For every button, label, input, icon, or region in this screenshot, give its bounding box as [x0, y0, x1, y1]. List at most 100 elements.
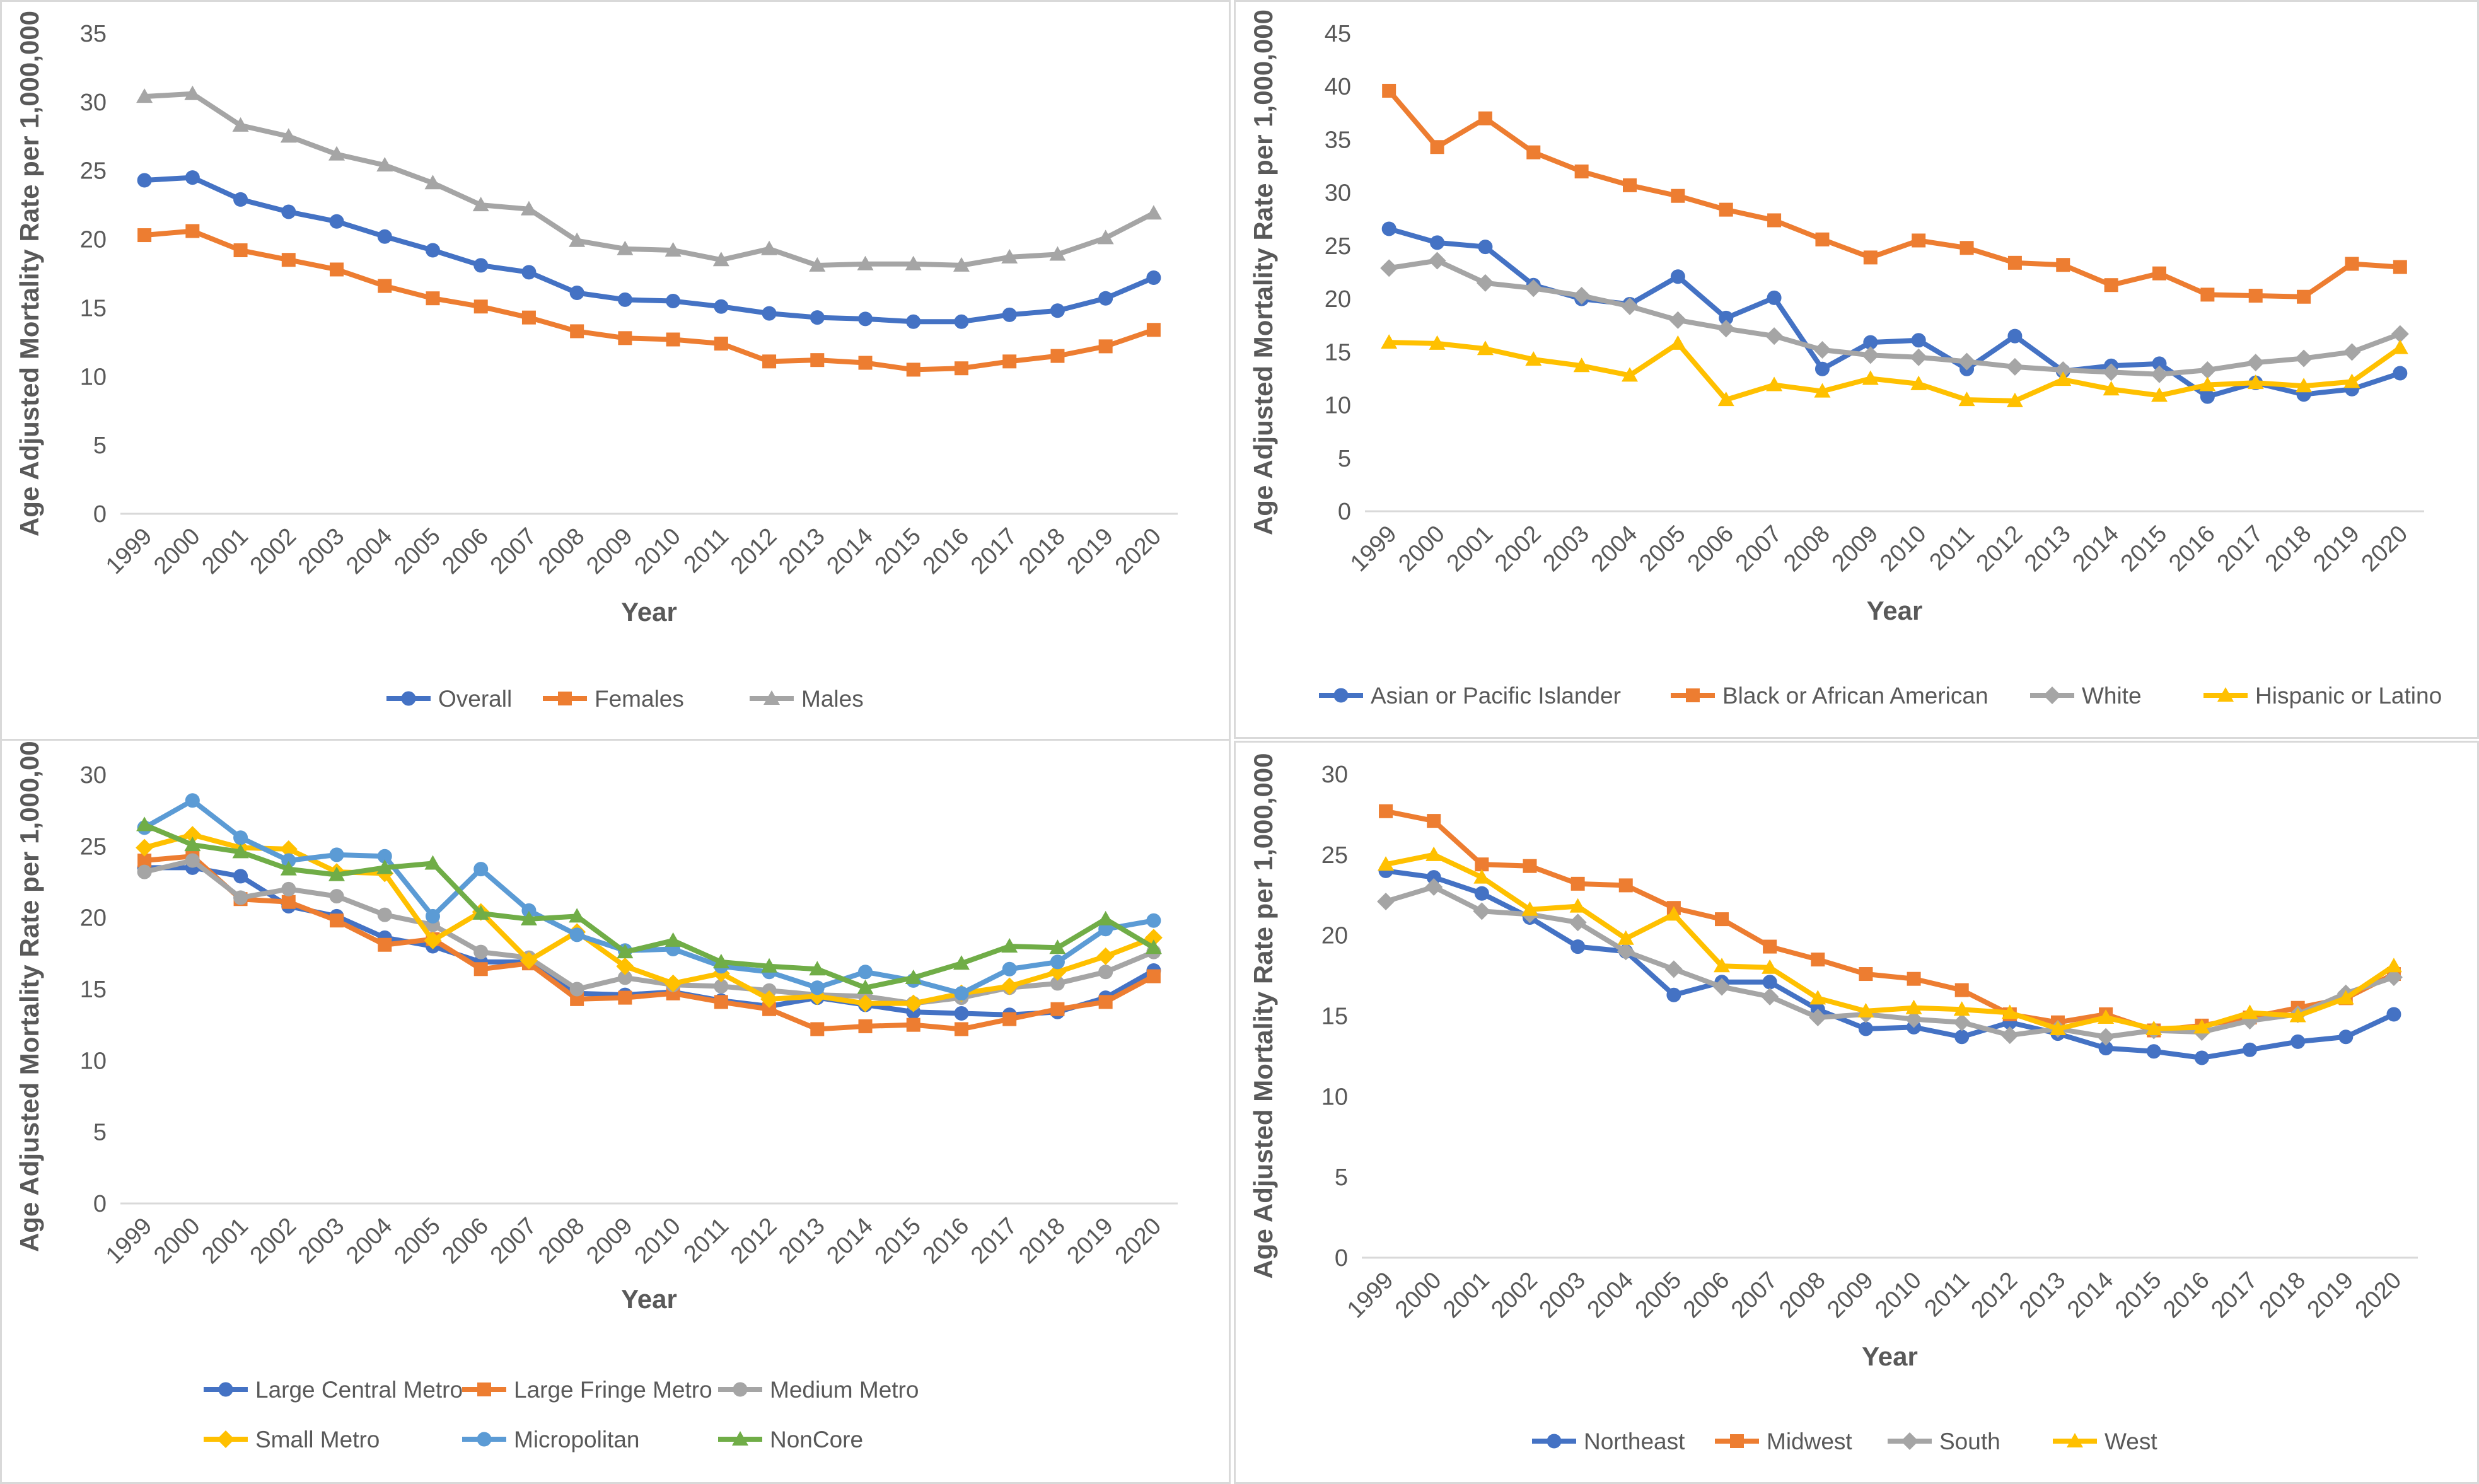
data-point-males — [761, 240, 778, 255]
chart-urbanization: 0 5 10 15 20 25 30 1999200020012002200320042005… — [15, 741, 1178, 1452]
data-point-small-metro — [424, 931, 442, 949]
data-point-small-metro — [760, 990, 779, 1008]
data-point-females — [1050, 349, 1065, 363]
data-point-large-fringe-metro — [954, 1022, 968, 1036]
data-point-large-fringe-metro — [570, 992, 584, 1006]
x-tick-label: 2003 — [293, 1213, 349, 1269]
x-axis-title: Year — [1867, 596, 1923, 625]
series-line-small-metro — [144, 832, 1155, 1006]
x-tick-label: 2009 — [581, 523, 637, 579]
legend-label: South — [1939, 1429, 2000, 1454]
x-tick-label: 2010 — [1870, 1267, 1926, 1323]
legend-label: Large Central Metro — [255, 1377, 463, 1403]
data-point-medium-metro — [1098, 965, 1113, 980]
data-point-males — [1001, 248, 1018, 264]
data-point-noncore — [1001, 938, 1018, 953]
legend-marker — [2217, 687, 2234, 702]
data-point-black-or-african-american — [2297, 289, 2311, 304]
data-point-medium-metro — [473, 944, 489, 959]
x-tick-label: 1999 — [101, 1213, 157, 1269]
data-point-white — [1572, 287, 1591, 305]
data-point-noncore — [1049, 939, 1066, 954]
y-tick-label: 15 — [80, 295, 107, 322]
data-point-males — [617, 240, 634, 255]
series-line-asian-or-pacific-islander — [1388, 226, 2401, 400]
legend-marker — [217, 1430, 235, 1448]
data-point-noncore — [520, 910, 537, 925]
data-point-females — [281, 253, 296, 267]
x-tick-label: 2007 — [485, 1213, 542, 1269]
data-point-white — [1524, 279, 1543, 298]
y-axis-title: Age Adjusted Mortality Rate per 1,000,00… — [1248, 9, 1278, 535]
x-tick-label: 2005 — [1630, 1267, 1687, 1323]
data-point-hispanic-or-latino — [1381, 334, 1398, 349]
data-point-white — [2246, 354, 2265, 372]
data-point-overall — [1002, 307, 1017, 322]
series-black-or-african-american — [1382, 83, 2407, 304]
x-tick-label: 2015 — [870, 523, 926, 579]
series-line-males — [144, 91, 1155, 268]
x-tick-label: 2010 — [629, 523, 685, 579]
y-tick-label: 5 — [1335, 1164, 1348, 1191]
data-point-south — [1377, 892, 1395, 910]
data-point-west — [1425, 846, 1443, 861]
data-point-white — [2343, 343, 2361, 361]
data-point-hispanic-or-latino — [2055, 371, 2072, 386]
x-tick-label: 2019 — [1062, 1213, 1118, 1269]
data-point-northeast — [2290, 1034, 2306, 1049]
x-tick-label: 2018 — [2255, 1267, 2311, 1323]
data-point-midwest — [1523, 859, 1537, 873]
series-line-white — [1388, 258, 2401, 377]
y-tick-label: 10 — [1325, 393, 1351, 419]
data-point-northeast — [2243, 1042, 2258, 1057]
data-point-females — [906, 362, 920, 377]
x-tick-label: 2016 — [918, 1213, 974, 1269]
series-line-south — [1385, 884, 2395, 1040]
y-tick-label: 20 — [1321, 923, 1348, 949]
data-point-white — [1813, 340, 1832, 359]
data-point-small-metro — [183, 826, 202, 844]
x-tick-label: 2011 — [679, 523, 734, 578]
data-point-males — [184, 85, 201, 100]
x-tick-label: 2004 — [1586, 521, 1642, 577]
data-point-overall — [906, 314, 921, 329]
data-point-black-or-african-american — [1959, 241, 1974, 255]
data-point-small-metro — [616, 957, 634, 975]
series-line-black-or-african-american — [1387, 89, 2401, 299]
data-point-asian-or-pacific-islander — [1767, 290, 1782, 305]
x-tick-label: 2001 — [1442, 521, 1498, 577]
data-point-medium-metro — [281, 881, 296, 896]
legend: Asian or Pacific Islander Black or Africa… — [1319, 683, 2442, 709]
y-tick-label: 0 — [1338, 499, 1351, 525]
series-line-west — [1385, 852, 2396, 1031]
data-point-west — [1378, 856, 1395, 871]
legend-marker — [1333, 688, 1349, 703]
data-point-females — [330, 262, 344, 277]
data-point-noncore — [712, 953, 729, 968]
x-tick-label: 2019 — [2308, 521, 2364, 577]
y-tick-label: 0 — [93, 1191, 107, 1217]
x-tick-label: 2011 — [1924, 521, 1979, 576]
data-point-small-metro — [520, 951, 538, 970]
series-west — [1378, 846, 2402, 1035]
data-point-asian-or-pacific-islander — [1478, 240, 1493, 255]
data-point-black-or-african-american — [1815, 232, 1830, 246]
data-point-females — [810, 353, 825, 368]
y-tick-label: 5 — [93, 1120, 107, 1146]
x-tick-label: 2008 — [533, 1213, 589, 1269]
legend-marker — [1901, 1432, 1919, 1450]
data-point-west — [1905, 999, 1922, 1014]
legend-marker — [477, 1383, 491, 1396]
series-line-northeast — [1385, 868, 2395, 1060]
data-point-noncore — [665, 932, 682, 947]
data-point-noncore — [136, 816, 153, 832]
data-point-south — [2097, 1028, 2115, 1046]
y-axis-ticks: 0 5 10 15 20 25 30 35 — [80, 21, 107, 528]
data-point-west — [2001, 1004, 2018, 1019]
legend-marker — [218, 1382, 233, 1397]
legend-item-medium-metro: Medium Metro — [718, 1377, 919, 1403]
legend-marker — [733, 1382, 748, 1397]
x-axis-ticks: 1999200020012002200320042005200620072008… — [1345, 521, 2413, 577]
panel-region: 0 5 10 15 20 25 30 1999 2000 2001 2002 2003 2004 2005… — [1234, 741, 2479, 1484]
data-point-large-fringe-metro — [378, 937, 392, 952]
